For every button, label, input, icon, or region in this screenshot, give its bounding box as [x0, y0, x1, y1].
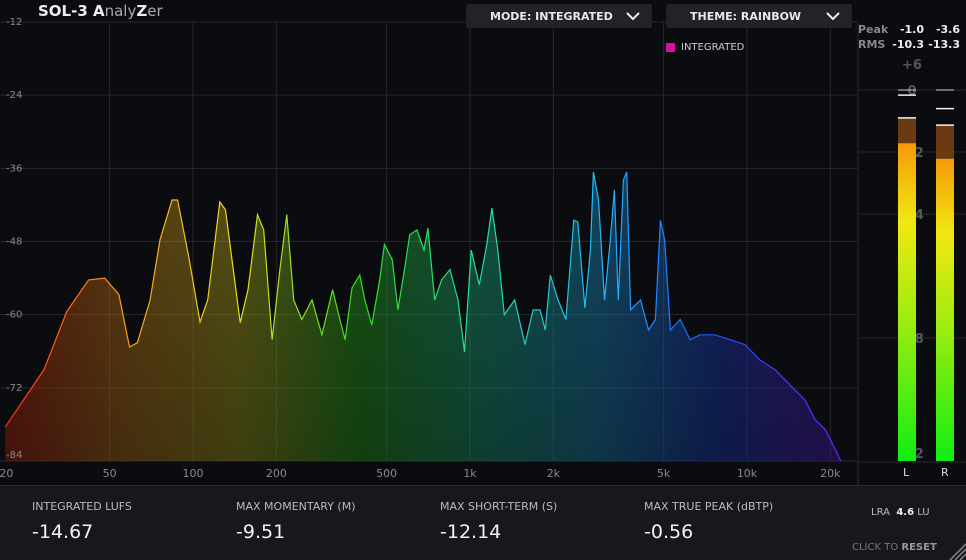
reset-button[interactable]: CLICK TO RESET: [852, 542, 937, 553]
rms-label: RMS: [858, 38, 886, 51]
title-part: er: [147, 2, 163, 20]
legend-swatch: [666, 43, 675, 52]
x-tick-label: 20k: [820, 467, 841, 480]
title-part: Z: [136, 2, 148, 20]
x-tick-label: 2k: [547, 467, 561, 480]
mode-dropdown[interactable]: MODE: INTEGRATED: [466, 4, 652, 28]
lra-value: 4.6: [896, 507, 915, 518]
stat-max-true-peak: MAX TRUE PEAK (dBTP) -0.56: [644, 500, 773, 543]
reset-action: RESET: [901, 542, 937, 553]
lra-label: LRA: [871, 507, 890, 518]
peak-rms-readout: Peak -1.0 -3.6 RMS -10.3 -13.3: [858, 22, 960, 52]
peak-right-value: -3.6: [935, 23, 960, 36]
peak-left-value: -1.0: [899, 23, 924, 36]
title-part: SOL-3: [38, 2, 93, 20]
y-tick-label: -24: [6, 90, 22, 101]
mode-dropdown-label: MODE: INTEGRATED: [490, 9, 613, 23]
x-tick-label: 20: [0, 467, 13, 480]
stat-label: MAX TRUE PEAK (dBTP): [644, 500, 774, 513]
stat-value: -12.14: [440, 521, 502, 543]
meter-bar-l: [898, 143, 916, 461]
y-tick-label: -12: [6, 17, 22, 28]
meter-scale-label: +6: [902, 58, 922, 73]
stat-max-momentary: MAX MOMENTARY (M) -9.51: [236, 500, 356, 543]
stat-max-short-term: MAX SHORT-TERM (S) -12.14: [440, 500, 557, 543]
stat-label: MAX SHORT-TERM (S): [440, 500, 558, 513]
resize-handle-icon[interactable]: [948, 542, 966, 560]
chart-legend: INTEGRATED: [666, 42, 744, 53]
y-tick-label: -84: [6, 450, 22, 461]
x-tick-label: 100: [183, 467, 204, 480]
title-part: A: [93, 2, 105, 20]
x-tick-label: 10k: [737, 467, 758, 480]
meter-bar-r: [936, 158, 954, 461]
chevron-down-icon: [626, 12, 640, 21]
level-meters: +60-12-24-48-72: [858, 58, 966, 463]
lra-readout: LRA 4.6 LU: [871, 507, 930, 518]
chevron-down-icon: [826, 12, 840, 21]
channel-label-left: L: [903, 466, 910, 479]
y-tick-label: -48: [6, 237, 22, 248]
stat-value: -14.67: [32, 521, 94, 543]
rms-right-value: -13.3: [928, 38, 960, 51]
y-tick-label: -60: [6, 310, 22, 321]
reset-prefix: CLICK TO: [852, 542, 902, 553]
spectrum-line: [4, 171, 842, 462]
meter-scale-label: 0: [907, 84, 916, 99]
x-tick-label: 5k: [657, 467, 671, 480]
spectrum-shade: [5, 172, 841, 461]
title-part: naly: [104, 2, 137, 20]
spectrum-chart: -12 -24 -36 -48 -60 -72 -84 20 50 100 200 500 1k 2k 5k…: [0, 17, 966, 485]
x-tick-label: 1k: [463, 467, 477, 480]
meter-hold-range: [898, 117, 916, 144]
x-tick-label: 500: [376, 467, 397, 480]
stat-integrated-lufs: INTEGRATED LUFS -14.67: [32, 500, 132, 543]
spectrum-area: [4, 171, 842, 462]
y-tick-label: -36: [6, 163, 22, 174]
stat-label: INTEGRATED LUFS: [32, 500, 132, 513]
lra-unit: LU: [917, 507, 930, 518]
chart-axes: -12 -24 -36 -48 -60 -72 -84 20 50 100 200 500 1k 2k 5k…: [0, 17, 841, 480]
stat-value: -0.56: [644, 521, 694, 543]
stats-panel: INTEGRATED LUFS -14.67 MAX MOMENTARY (M) -…: [0, 485, 966, 560]
peak-label: Peak: [858, 23, 889, 36]
app-title: SOL-3 AnalyZer: [38, 2, 163, 20]
channel-label-right: R: [941, 466, 949, 479]
x-tick-label: 200: [266, 467, 287, 480]
theme-dropdown-label: THEME: RAINBOW: [690, 9, 802, 23]
stat-value: -9.51: [236, 521, 286, 543]
rms-left-value: -10.3: [892, 38, 924, 51]
theme-dropdown[interactable]: THEME: RAINBOW: [666, 4, 852, 28]
stat-label: MAX MOMENTARY (M): [236, 500, 356, 513]
legend-label: INTEGRATED: [681, 42, 745, 53]
x-tick-label: 50: [103, 467, 117, 480]
meter-hold-range: [936, 125, 954, 159]
y-tick-label: -72: [6, 383, 22, 394]
